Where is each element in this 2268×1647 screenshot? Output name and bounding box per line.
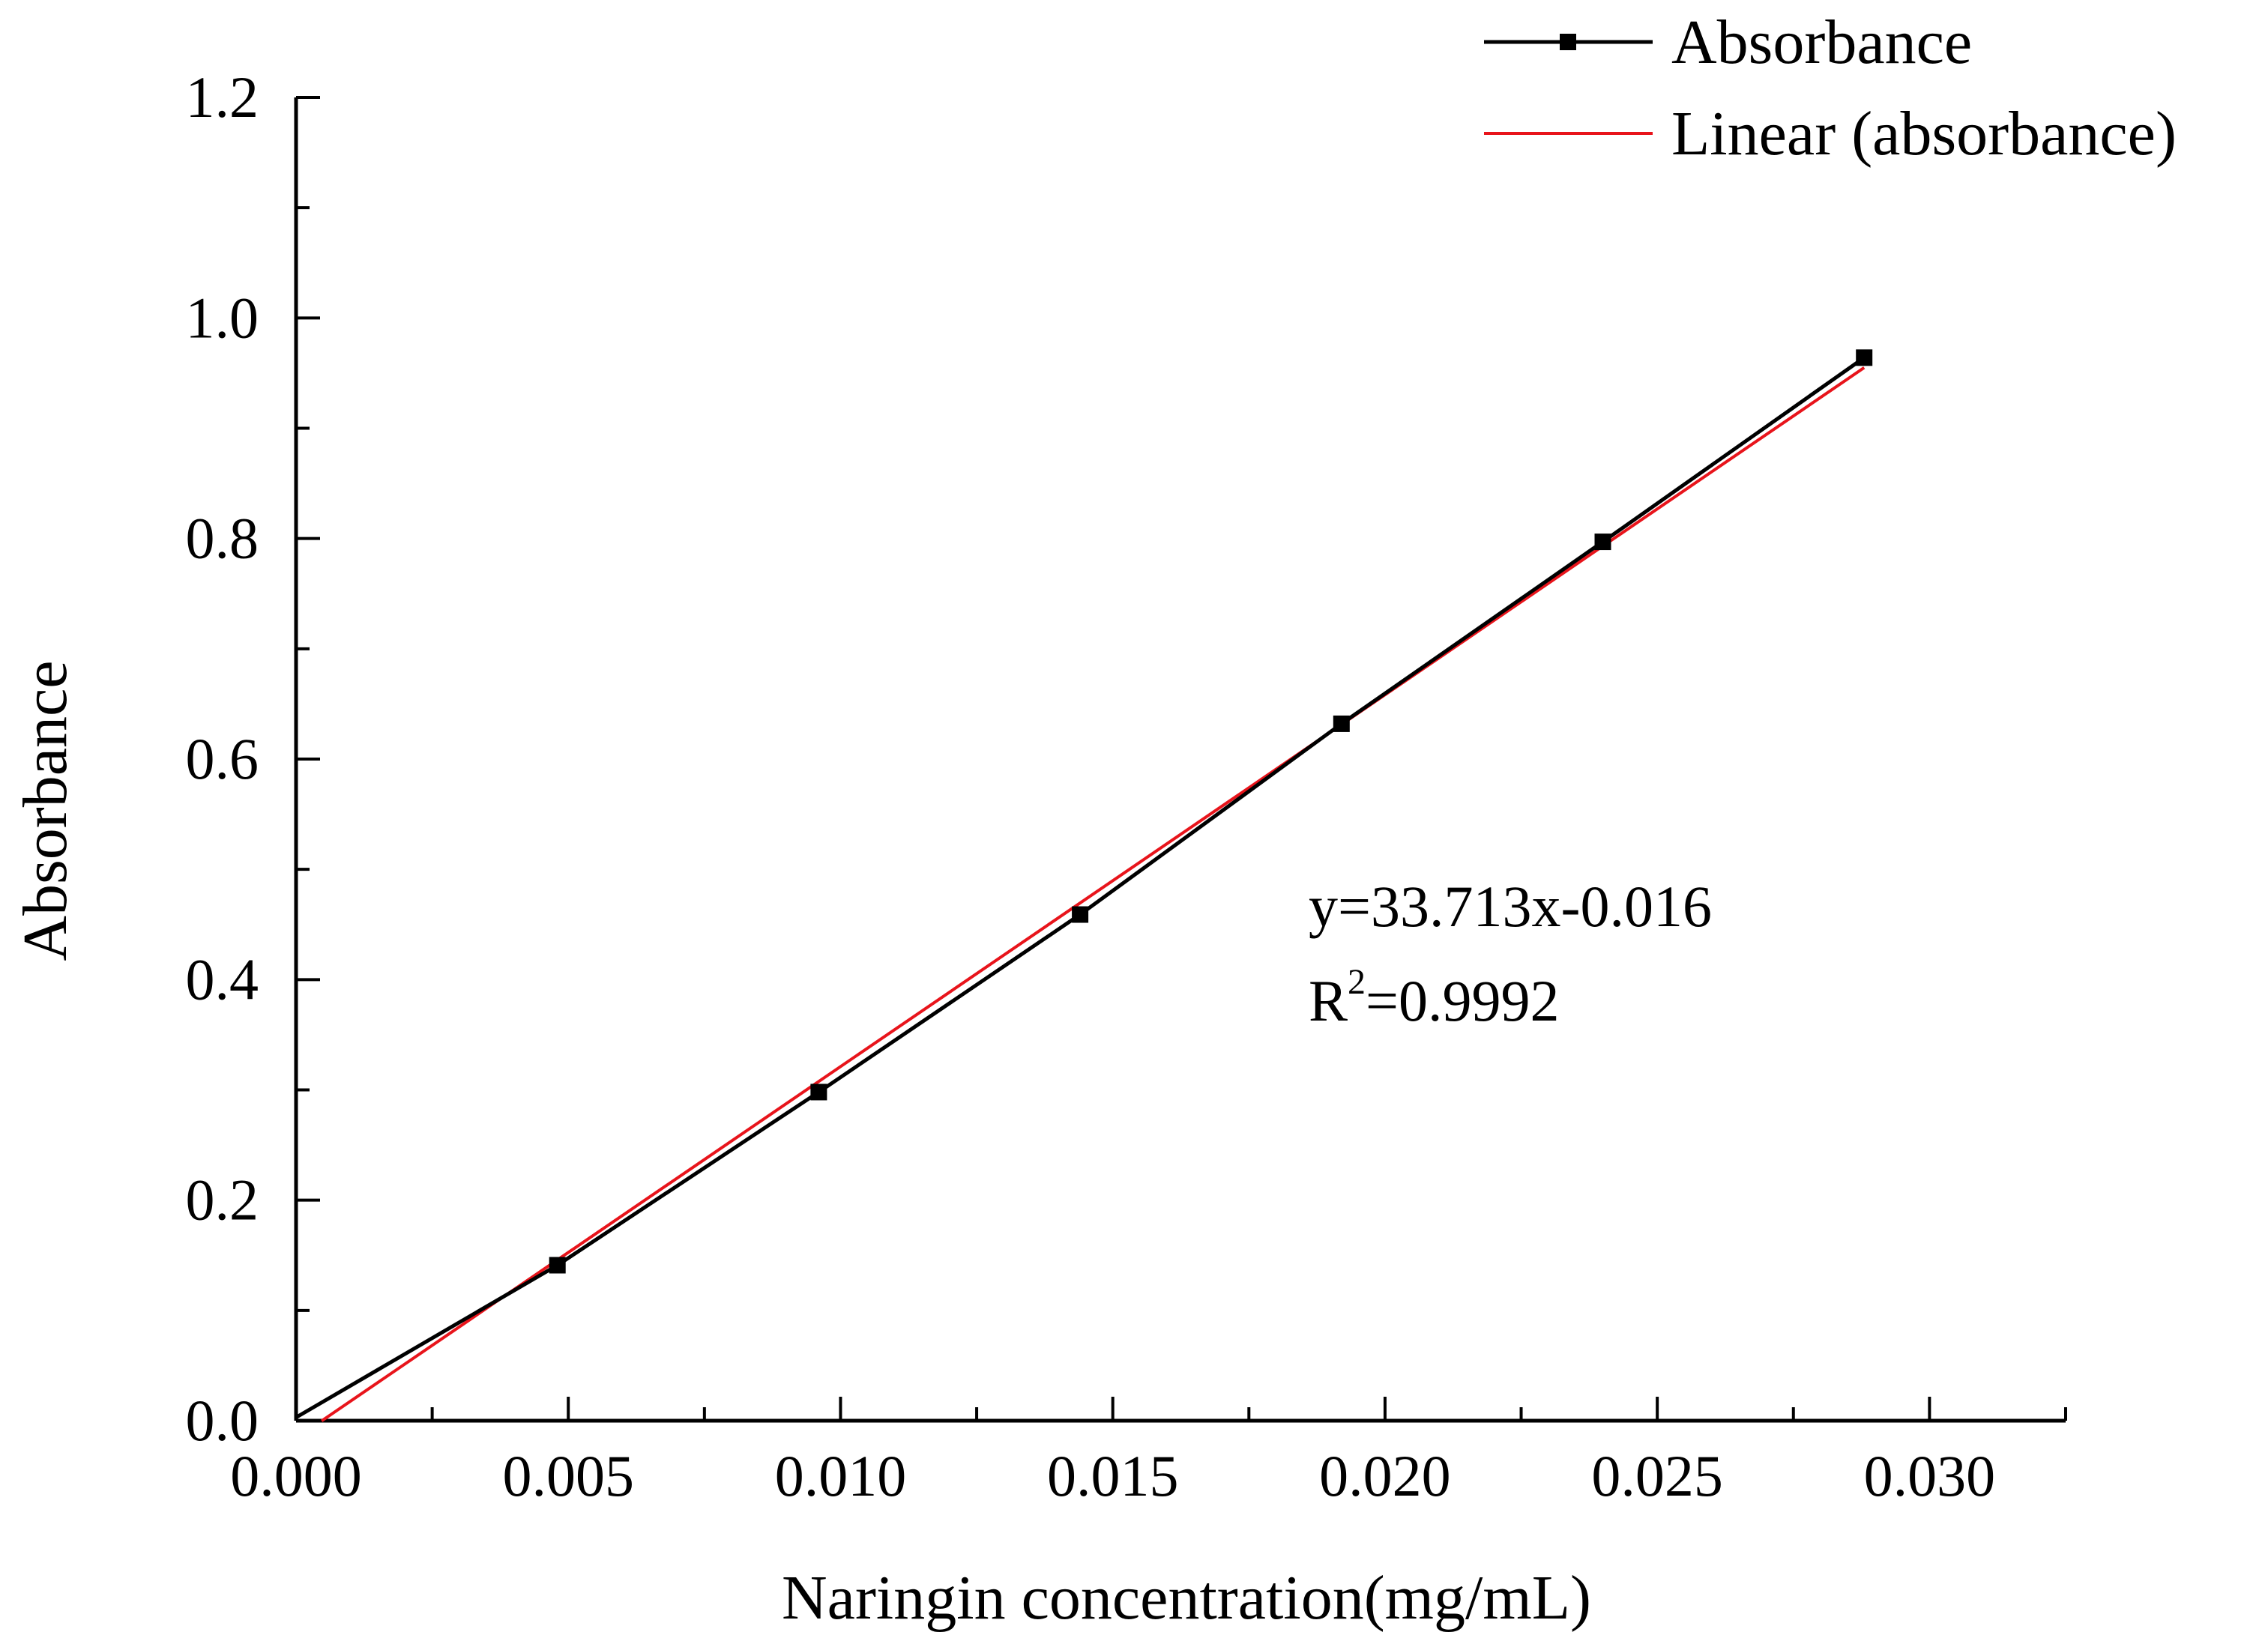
legend: Absorbance Linear (absorbance) <box>1484 7 2177 169</box>
x-tick-label: 0.000 <box>230 1443 362 1508</box>
series-absorbance-point <box>1594 534 1611 551</box>
series-absorbance-point <box>1856 349 1873 366</box>
y-tick-label: 1.0 <box>186 285 259 350</box>
y-tick-label: 1.2 <box>186 64 259 130</box>
y-tick-label: 0.0 <box>186 1388 259 1453</box>
x-tick-label: 0.015 <box>1047 1443 1179 1508</box>
series-absorbance-point <box>549 1257 566 1274</box>
y-tick-label: 0.2 <box>186 1167 259 1233</box>
x-axis-title: Naringin concentration(mg/mL) <box>782 1563 1591 1633</box>
series-absorbance-point <box>1072 906 1089 923</box>
series-absorbance-point <box>1333 715 1350 732</box>
legend-absorbance-swatch-marker <box>1560 34 1576 50</box>
legend-absorbance-label: Absorbance <box>1671 7 1972 77</box>
r-squared-superscript: 2 <box>1348 962 1366 1002</box>
axes: 0.000 0.005 0.010 0.015 0.020 0.025 0.030 0.0 0.… <box>186 64 2067 1508</box>
plot-series <box>295 349 1873 1422</box>
y-tick-label: 0.4 <box>186 946 259 1012</box>
x-tick-label: 0.020 <box>1319 1443 1451 1508</box>
x-tick-label: 0.025 <box>1591 1443 1723 1508</box>
legend-linear-fit-label: Linear (absorbance) <box>1671 99 2177 169</box>
r-squared-value: =0.9992 <box>1366 968 1560 1033</box>
x-tick-label: 0.005 <box>502 1443 634 1508</box>
fit-equation-label: y=33.713x-0.016 <box>1309 874 1712 939</box>
y-tick-label: 0.8 <box>186 506 259 571</box>
r-squared-symbol: R <box>1309 968 1348 1033</box>
y-axis-title: Absorbance <box>10 660 80 961</box>
series-absorbance-point <box>810 1084 827 1101</box>
y-tick-label: 0.6 <box>186 726 259 791</box>
x-tick-label: 0.010 <box>775 1443 907 1508</box>
x-tick-label: 0.030 <box>1864 1443 1996 1508</box>
r-squared-label: R2=0.9992 <box>1309 962 1560 1033</box>
